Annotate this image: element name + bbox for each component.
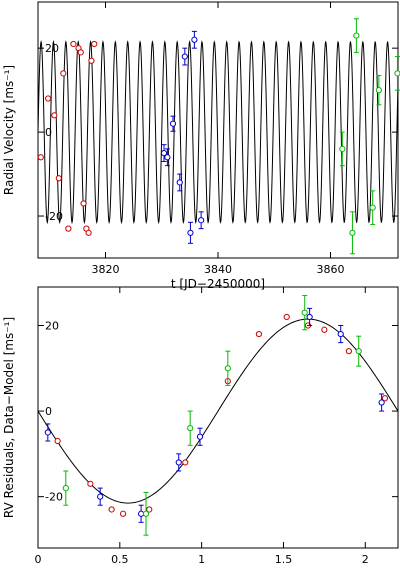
x-tick-label: 2 — [362, 553, 369, 566]
data-point — [345, 348, 353, 355]
x-tick-label: 0 — [35, 553, 42, 566]
data-point — [54, 437, 61, 445]
data-point — [45, 95, 52, 102]
x-tick-label: 3820 — [92, 263, 120, 276]
x-axis-label: t [JD−2450000] — [171, 277, 265, 291]
data-point — [91, 40, 98, 48]
data-point — [146, 506, 153, 513]
data-point — [381, 395, 389, 402]
data-point — [369, 204, 376, 211]
data-point — [187, 425, 194, 432]
data-point — [169, 120, 177, 127]
data-point — [87, 480, 94, 487]
data-point — [306, 313, 313, 321]
data-point — [198, 217, 205, 224]
data-point — [44, 429, 51, 436]
model-curve — [38, 318, 398, 504]
y-tick-label: 20 — [45, 42, 59, 55]
data-point — [196, 433, 204, 440]
y-axis-label: Radial Velocity [ms⁻¹] — [2, 65, 16, 195]
y-tick-label: 0 — [45, 126, 52, 139]
data-point — [375, 87, 382, 94]
rv-phase-panel: 00.511.52-20020Orbital phase, signal 1 [… — [2, 286, 399, 566]
data-point — [191, 36, 198, 43]
data-point — [97, 493, 104, 500]
data-point — [37, 154, 44, 161]
x-tick-label: 1.5 — [275, 553, 293, 566]
data-point — [321, 326, 328, 333]
data-point — [339, 145, 346, 152]
x-tick-label: 0.5 — [111, 553, 129, 566]
data-point — [176, 179, 183, 186]
y-axis-label: RV Residuals, Data−Model [ms⁻¹] — [2, 317, 16, 518]
data-point — [55, 175, 62, 182]
y-tick-label: 0 — [45, 405, 52, 418]
data-point — [337, 330, 344, 338]
x-tick-label: 3860 — [317, 263, 345, 276]
data-point — [355, 348, 362, 355]
data-point — [88, 57, 95, 64]
data-point — [77, 49, 84, 56]
data-point — [181, 53, 188, 60]
plot-frame — [37, 286, 399, 549]
data-point — [51, 112, 58, 119]
model-curve — [38, 39, 398, 225]
data-point — [85, 229, 92, 236]
data-point — [224, 365, 231, 372]
data-point — [142, 510, 150, 517]
data-point — [60, 70, 67, 77]
data-point — [164, 154, 171, 161]
data-point — [65, 225, 72, 232]
data-point — [394, 70, 400, 77]
data-point — [70, 40, 77, 48]
x-tick-label: 1 — [198, 553, 205, 566]
data-point — [301, 309, 308, 316]
data-point — [160, 149, 168, 157]
data-point — [62, 484, 69, 492]
data-point — [353, 32, 360, 39]
data-point — [119, 510, 127, 517]
x-tick-label: 3840 — [204, 263, 232, 276]
y-tick-label: -20 — [45, 491, 63, 504]
data-point — [108, 506, 115, 513]
data-point — [349, 229, 356, 236]
data-point — [378, 399, 385, 406]
data-point — [80, 200, 87, 207]
data-point — [283, 313, 290, 321]
y-tick-label: 20 — [45, 320, 59, 333]
data-point — [182, 459, 189, 466]
data-point — [187, 229, 194, 236]
data-point — [175, 459, 182, 466]
data-point — [255, 330, 263, 338]
